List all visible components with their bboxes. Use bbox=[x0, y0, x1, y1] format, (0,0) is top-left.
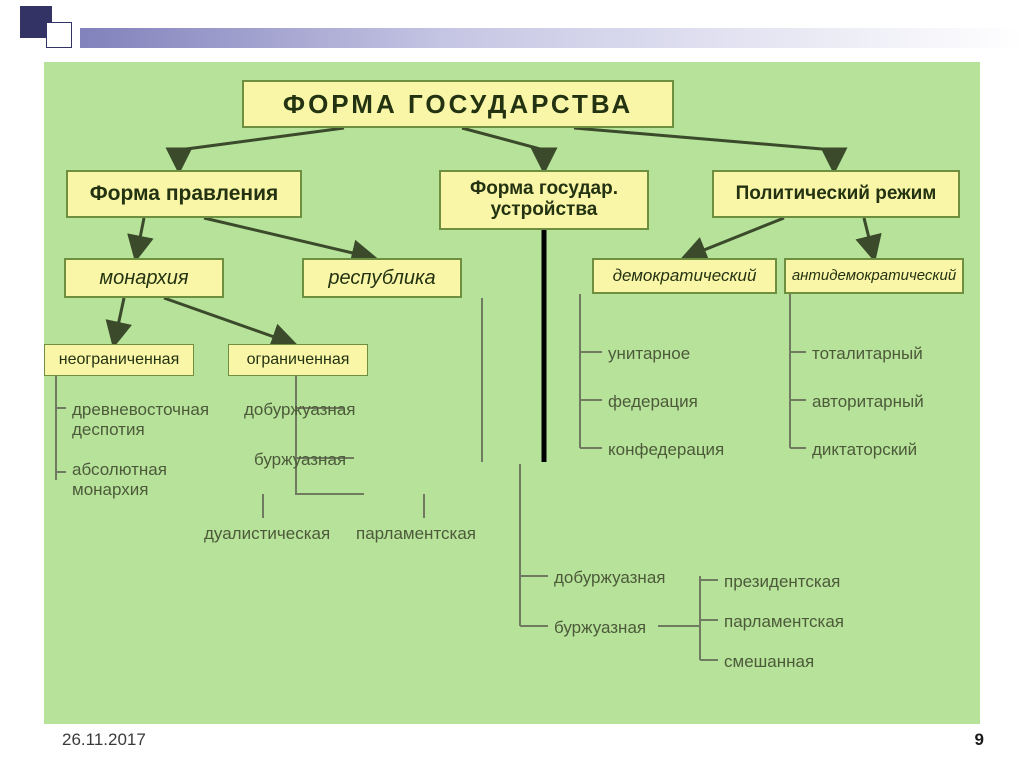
label-l_tot: тоталитарный bbox=[812, 344, 923, 364]
label-l_mix: смешанная bbox=[724, 652, 814, 672]
node-antidem: антидемократический bbox=[784, 258, 964, 294]
label-l_r_dobur: добуржуазная bbox=[554, 568, 665, 588]
footer-date: 26.11.2017 bbox=[62, 730, 146, 750]
connector-line bbox=[56, 376, 66, 480]
diagram-canvas: ФОРМА ГОСУДАРСТВА Форма правления Форма го… bbox=[44, 62, 980, 724]
label-l_r_parl: парламентская bbox=[724, 612, 844, 632]
arrow bbox=[462, 128, 544, 170]
node-limited: ограниченная bbox=[228, 344, 368, 376]
arrow bbox=[864, 218, 874, 258]
arrow bbox=[136, 218, 144, 258]
label-l_desp: древневосточнаядеспотия bbox=[72, 400, 209, 439]
node-democ: демократический bbox=[592, 258, 777, 294]
node-b_regime: Политический режим bbox=[712, 170, 960, 218]
connector-line bbox=[580, 294, 602, 448]
deco-gradient bbox=[80, 28, 1024, 48]
label-l_dobur: добуржуазная bbox=[244, 400, 355, 420]
deco-square-2 bbox=[46, 22, 72, 48]
node-b_rule: Форма правления bbox=[66, 170, 302, 218]
label-l_pres: президентская bbox=[724, 572, 840, 592]
footer-page-number: 9 bbox=[975, 730, 984, 750]
arrow bbox=[574, 128, 834, 170]
connector-line bbox=[520, 464, 548, 626]
connector-line bbox=[658, 576, 718, 660]
label-l_conf: конфедерация bbox=[608, 440, 724, 460]
label-l_parl: парламентская bbox=[356, 524, 476, 544]
label-l_dict: диктаторский bbox=[812, 440, 917, 460]
connector-line bbox=[263, 376, 424, 518]
arrow bbox=[204, 218, 374, 258]
label-l_auth: авторитарный bbox=[812, 392, 924, 412]
label-l_abs: абсолютнаямонархия bbox=[72, 460, 167, 499]
node-b_struct: Форма государ.устройства bbox=[439, 170, 649, 230]
arrow bbox=[684, 218, 784, 258]
label-l_fed: федерация bbox=[608, 392, 698, 412]
connector-line bbox=[790, 294, 806, 448]
arrow bbox=[179, 128, 344, 170]
diagram-stage: ФОРМА ГОСУДАРСТВА Форма правления Форма го… bbox=[44, 62, 980, 724]
arrow bbox=[164, 298, 294, 344]
node-republic: республика bbox=[302, 258, 462, 298]
label-l_unit: унитарное bbox=[608, 344, 690, 364]
arrow bbox=[114, 298, 124, 344]
label-l_r_bur: буржуазная bbox=[554, 618, 646, 638]
slide-decoration bbox=[0, 0, 1024, 62]
node-unlimited: неограниченная bbox=[44, 344, 194, 376]
label-l_dual: дуалистическая bbox=[204, 524, 330, 544]
label-l_bur: буржуазная bbox=[254, 450, 346, 470]
node-root: ФОРМА ГОСУДАРСТВА bbox=[242, 80, 674, 128]
node-monarchy: монархия bbox=[64, 258, 224, 298]
